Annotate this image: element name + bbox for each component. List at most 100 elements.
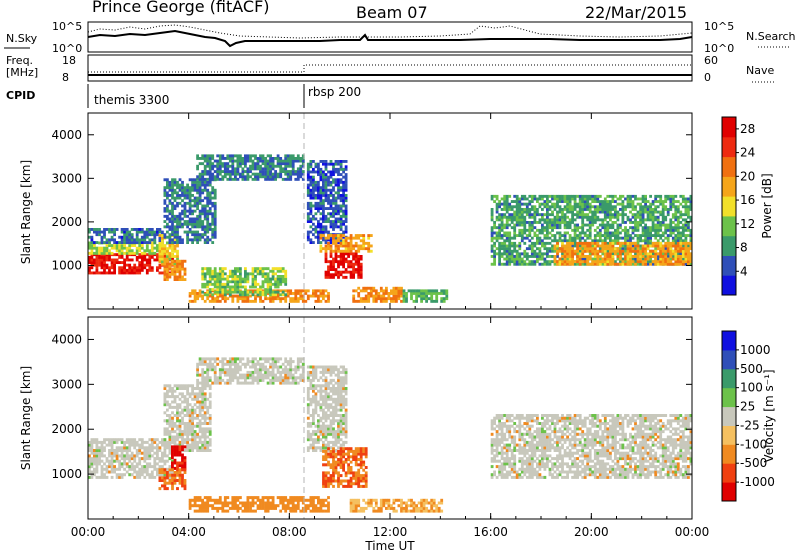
range-gate-cell (616, 257, 620, 261)
range-gate-cell (163, 225, 167, 229)
range-gate-cell (412, 292, 416, 295)
range-gate-cell (201, 282, 205, 286)
nsearch-top-tick: 10^5 (704, 20, 734, 33)
range-gate-cell (206, 228, 210, 231)
range-gate-cell (636, 236, 640, 240)
range-gate-cell (586, 200, 590, 203)
range-gate-cell (666, 228, 670, 232)
range-gate-cell (561, 213, 564, 217)
range-gate-cell (588, 202, 592, 206)
range-gate-cell (626, 252, 630, 256)
range-gate-cell (543, 236, 547, 240)
range-gate-cell (591, 200, 595, 203)
range-gate-cell (213, 290, 217, 294)
range-gate-cell (133, 228, 137, 231)
range-gate-cell (322, 199, 325, 203)
range-gate-cell (601, 262, 605, 266)
range-gate-cell (223, 172, 227, 176)
range-gate-cell (327, 196, 330, 200)
range-gate-cell (113, 263, 116, 267)
range-gate-cell (171, 220, 174, 223)
range-gate-cell (246, 170, 250, 173)
range-gate-cell (279, 164, 283, 168)
range-gate-cell (656, 218, 660, 222)
range-gate-cell (339, 228, 343, 231)
range-gate-cell (659, 252, 663, 256)
range-gate-cell (125, 449, 129, 452)
range-gate-cell (171, 422, 174, 425)
range-gate-cell (611, 197, 615, 201)
range-gate-cell (359, 289, 363, 293)
range-gate-cell (123, 235, 126, 239)
range-gate-cell (508, 202, 512, 206)
range-gate-cell (158, 252, 162, 256)
range-gate-cell (213, 269, 217, 273)
range-gate-cell (583, 255, 587, 258)
range-gate-cell (525, 234, 529, 237)
range-gate-cell (614, 241, 617, 245)
range-gate-cell (631, 231, 635, 235)
range-gate-cell (166, 235, 169, 239)
range-gate-cell (332, 178, 335, 182)
range-gate-cell (644, 208, 647, 211)
range-gate-cell (684, 223, 688, 227)
range-gate-cell (176, 183, 179, 187)
range-gate-cell (208, 209, 212, 213)
range-gate-cell (208, 275, 212, 278)
range-gate-cell (337, 270, 340, 274)
range-gate-cell (588, 226, 592, 230)
range-gate-cell (286, 177, 290, 181)
range-gate-cell (402, 299, 406, 303)
range-gate-cell (128, 467, 132, 471)
range-gate-cell (619, 208, 622, 211)
range-gate-cell (178, 183, 182, 187)
range-gate-cell (681, 197, 685, 201)
range-gate-cell (176, 432, 179, 436)
range-gate-cell (228, 272, 232, 276)
range-gate-cell (95, 230, 99, 234)
range-gate-cell (558, 226, 562, 230)
range-gate-cell (314, 225, 318, 229)
range-gate-cell (296, 297, 300, 301)
range-gate-cell (168, 384, 172, 388)
range-gate-cell (603, 255, 607, 258)
range-gate-cell (377, 292, 381, 295)
range-gate-cell (236, 269, 240, 273)
range-gate-cell (611, 239, 615, 243)
range-gate-cell (578, 244, 582, 248)
range-gate-cell (603, 210, 607, 214)
range-gate-cell (556, 205, 559, 209)
range-gate-cell (541, 239, 544, 243)
range-gate-cell (339, 214, 343, 218)
range-gate-cell (276, 297, 280, 301)
range-gate-cell (329, 207, 333, 210)
range-gate-cell (596, 215, 600, 219)
range-gate-cell (626, 200, 630, 203)
nsearch-trace (87, 24, 693, 39)
range-gate-cell (324, 289, 328, 293)
range-gate-cell (133, 470, 137, 474)
range-gate-cell (420, 299, 423, 303)
range-gate-cell (503, 262, 507, 266)
range-gate-cell (259, 170, 262, 173)
range-gate-cell (332, 273, 335, 277)
range-gate-cell (510, 200, 514, 203)
range-gate-cell (208, 154, 212, 158)
range-gate-cell (581, 236, 585, 240)
range-gate-cell (223, 157, 227, 160)
range-gate-cell (596, 234, 600, 237)
range-gate-cell (332, 167, 335, 171)
range-gate-cell (145, 253, 149, 257)
range-gate-cell (508, 252, 512, 256)
range-gate-cell (249, 299, 252, 303)
range-gate-cell (216, 272, 220, 276)
range-gate-cell (183, 278, 187, 281)
range-gate-cell (120, 271, 124, 275)
range-gate-cell (113, 470, 116, 474)
range-gate-cell (176, 252, 179, 256)
range-gate-cell (322, 247, 325, 251)
range-gate-cell (674, 257, 678, 261)
range-gate-cell (523, 249, 527, 253)
range-gate-cell (669, 252, 673, 256)
range-gate-cell (661, 252, 665, 256)
